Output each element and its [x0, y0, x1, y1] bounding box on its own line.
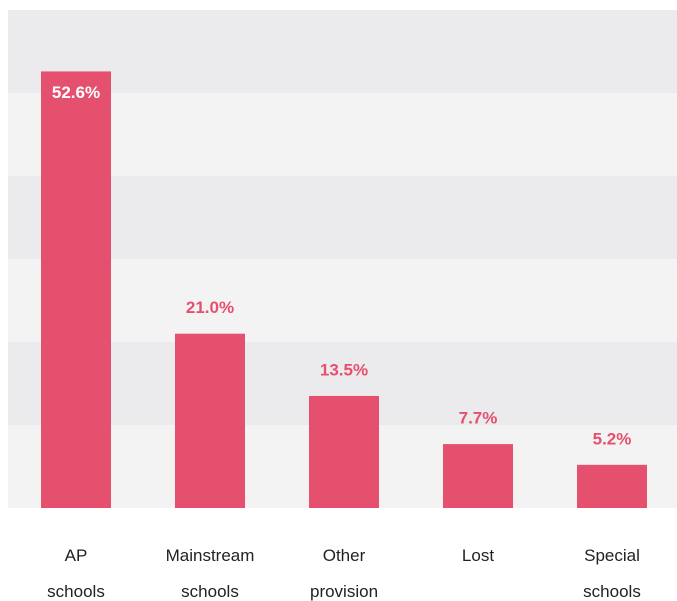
value-label: 13.5%	[320, 360, 368, 379]
value-label: 7.7%	[459, 409, 498, 428]
bar	[577, 464, 647, 508]
value-label: 52.6%	[52, 83, 100, 102]
grid-band	[8, 93, 677, 176]
value-label: 5.2%	[593, 429, 632, 448]
bar	[175, 333, 245, 508]
bar	[443, 444, 513, 508]
x-tick-label: Special schools	[583, 546, 641, 601]
grid-band	[8, 10, 677, 93]
x-tick-label: Lost	[461, 546, 495, 565]
bar	[309, 395, 379, 508]
grid-band	[8, 176, 677, 259]
x-tick-label: AP schools	[47, 546, 105, 601]
x-tick-label: Other provision	[309, 546, 379, 601]
grid-band	[8, 259, 677, 342]
value-label: 21.0%	[186, 298, 234, 317]
x-tick-label: Mainstream schools	[165, 546, 255, 601]
bar	[41, 71, 111, 509]
